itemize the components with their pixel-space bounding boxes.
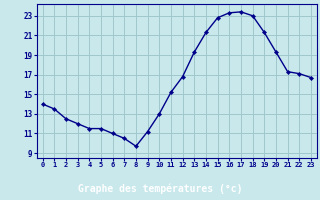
Text: Graphe des températures (°c): Graphe des températures (°c) (78, 183, 242, 194)
